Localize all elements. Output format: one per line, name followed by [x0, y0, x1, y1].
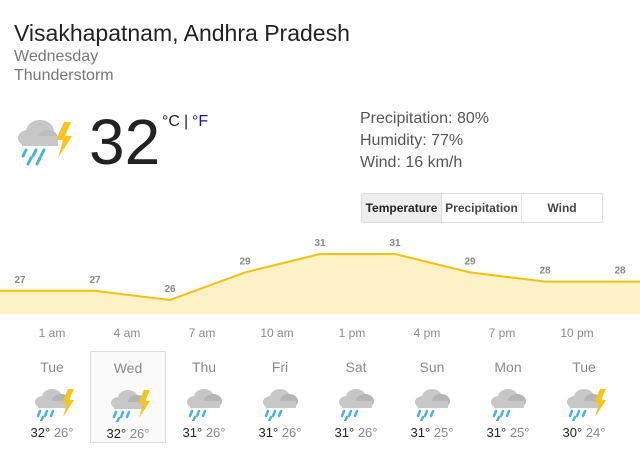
weather-icon — [339, 389, 374, 423]
value-label: 28 — [539, 266, 551, 277]
day-temps: 30° 24° — [546, 425, 622, 440]
value-label: 26 — [164, 284, 176, 295]
day-temps: 31° 25° — [470, 425, 546, 440]
forecast-day[interactable]: Mon 31° 25° — [470, 351, 546, 443]
condition: Thunderstorm — [14, 67, 114, 84]
high-temp: 30° — [562, 425, 583, 440]
time-label: 1 am — [39, 326, 66, 340]
value-label: 27 — [14, 275, 26, 286]
day-name: Tue — [40, 359, 64, 375]
day-temps: 32° 26° — [91, 426, 165, 441]
day-name: Tue — [572, 359, 596, 375]
value-label: 29 — [239, 256, 251, 267]
day-icon — [332, 381, 380, 423]
forecast-day[interactable]: Fri 31° 26° — [242, 351, 318, 443]
day-icon — [28, 381, 76, 423]
day-icon — [484, 381, 532, 423]
forecast-day[interactable]: Wed 32° 26° — [90, 351, 166, 443]
day-icon — [560, 381, 608, 423]
low-temp: 26° — [205, 425, 226, 440]
hourly-chart: 27 27 26 29 31 31 29 28 28 1 am 4 am 7 am 10 am 1 pm 4… — [0, 238, 640, 340]
wind: Wind: 16 km/h — [360, 154, 463, 171]
high-temp: 31° — [486, 425, 507, 440]
day-name: Thu — [191, 359, 217, 375]
day-icon — [180, 381, 228, 423]
low-temp: 25° — [433, 425, 454, 440]
weather-icon — [35, 389, 74, 423]
high-temp: 31° — [334, 425, 355, 440]
weather-icon — [187, 389, 222, 423]
low-temp: 26° — [129, 426, 150, 441]
time-label: 7 pm — [489, 326, 516, 340]
forecast-day[interactable]: Tue 32° 26° — [14, 351, 90, 443]
chart-tabs: Temperature Precipitation Wind — [361, 193, 603, 223]
time-label: 10 am — [260, 326, 293, 340]
weather-icon — [491, 389, 526, 423]
line — [0, 253, 640, 302]
forecast-day[interactable]: Tue 30° 24° — [546, 351, 622, 443]
day-icon — [104, 382, 152, 424]
day-temps: 31° 26° — [166, 425, 242, 440]
time-label: 4 pm — [414, 326, 441, 340]
weather-icon — [263, 389, 298, 423]
day-temps: 32° 26° — [14, 425, 90, 440]
location: Visakhapatnam, Andhra Pradesh — [14, 20, 350, 46]
day: Wednesday — [14, 48, 99, 65]
day-name: Sun — [419, 359, 445, 375]
time-label: 10 pm — [560, 326, 593, 340]
humidity: Humidity: 77% — [360, 132, 464, 149]
weather-icon — [415, 389, 450, 423]
low-temp: 25° — [509, 425, 530, 440]
value-label: 27 — [89, 275, 101, 286]
time-label: 7 am — [189, 326, 216, 340]
precipitation: Precipitation: 80% — [360, 110, 489, 127]
unit-fahrenheit[interactable]: °F — [192, 113, 209, 130]
value-label: 31 — [314, 238, 326, 249]
day-name: Mon — [494, 359, 522, 375]
high-temp: 31° — [182, 425, 203, 440]
time-label: 4 am — [114, 326, 141, 340]
forecast-day[interactable]: Sun 31° 25° — [394, 351, 470, 443]
day-temps: 31° 26° — [242, 425, 318, 440]
unit-separator: | — [184, 113, 189, 130]
day-name: Sat — [345, 359, 367, 375]
value-label: 28 — [614, 266, 626, 277]
forecast-day[interactable]: Thu 31° 26° — [166, 351, 242, 443]
tab[interactable]: Temperature — [362, 194, 442, 222]
forecast-day[interactable]: Sat 31° 26° — [318, 351, 394, 443]
unit-celsius[interactable]: °C — [162, 113, 180, 130]
low-temp: 26° — [53, 425, 74, 440]
high-temp: 32° — [106, 426, 127, 441]
time-label: 1 pm — [339, 326, 366, 340]
day-icon — [256, 381, 304, 423]
day-name: Wed — [113, 360, 143, 376]
high-temp: 31° — [410, 425, 431, 440]
value-label: 29 — [464, 256, 476, 267]
day-name: Fri — [271, 359, 289, 375]
day-icon — [408, 381, 456, 423]
day-temps: 31° 26° — [318, 425, 394, 440]
low-temp: 26° — [281, 425, 302, 440]
weather-icon — [567, 389, 606, 423]
low-temp: 26° — [357, 425, 378, 440]
current-icon — [18, 120, 72, 166]
low-temp: 24° — [585, 425, 606, 440]
day-temps: 31° 25° — [394, 425, 470, 440]
value-label: 31 — [389, 238, 401, 249]
high-temp: 31° — [258, 425, 279, 440]
tab[interactable]: Precipitation — [442, 194, 522, 222]
high-temp: 32° — [30, 425, 51, 440]
current-temperature: 32 — [89, 106, 161, 178]
weather-icon — [111, 390, 150, 424]
tab[interactable]: Wind — [547, 201, 577, 215]
